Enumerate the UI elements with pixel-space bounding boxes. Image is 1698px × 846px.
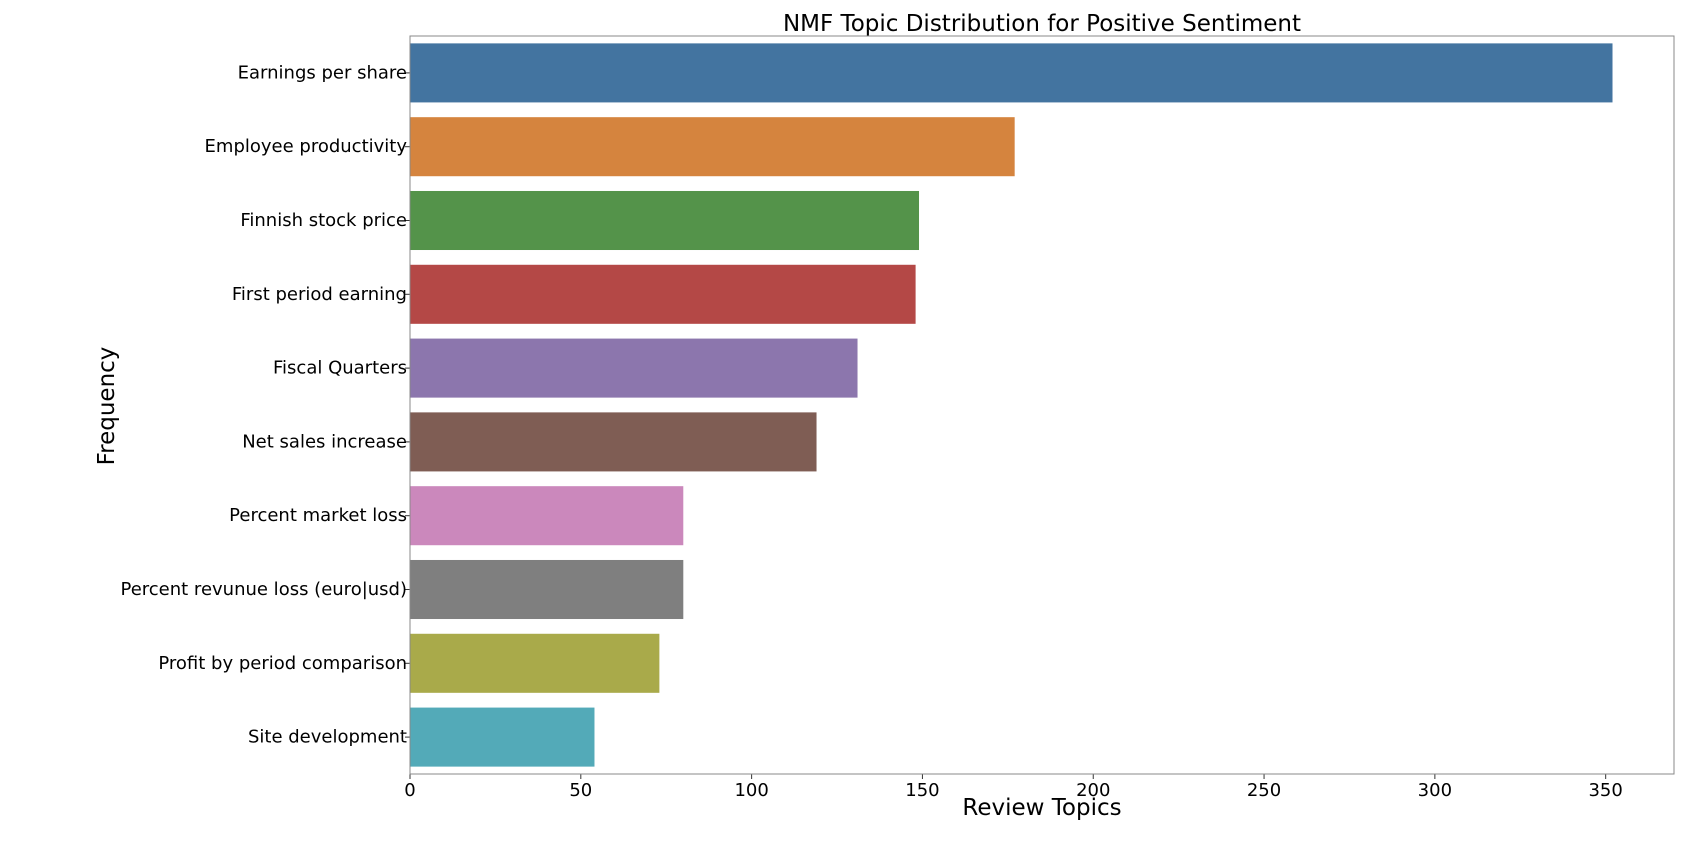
x-tick-label: 200 <box>1076 780 1110 801</box>
chart-title: NMF Topic Distribution for Positive Sent… <box>783 11 1301 37</box>
y-tick-label: Percent market loss <box>229 505 407 526</box>
plot-frame <box>409 35 1675 775</box>
bar <box>410 117 1015 177</box>
y-tick-label: Percent revunue loss (euro|usd) <box>120 579 407 600</box>
bar <box>410 264 916 324</box>
bar <box>410 338 858 398</box>
y-tick-label: Profit by period comparison <box>158 653 407 674</box>
y-tick-label: Net sales increase <box>242 431 407 452</box>
bar <box>410 412 817 472</box>
y-axis-label: Frequency <box>94 347 120 466</box>
x-tick-label: 50 <box>569 780 592 801</box>
x-tick-label: 100 <box>734 780 768 801</box>
bar <box>410 707 595 767</box>
x-tick-label: 0 <box>404 780 415 801</box>
y-tick-label: Site development <box>248 727 407 748</box>
x-tick-label: 250 <box>1247 780 1281 801</box>
y-tick-label: Fiscal Quarters <box>273 358 407 379</box>
bar <box>410 559 684 620</box>
x-axis-label: Review Topics <box>962 795 1121 821</box>
bar <box>410 486 684 546</box>
x-tick-label: 350 <box>1588 780 1622 801</box>
y-tick-label: Finnish stock price <box>240 210 407 231</box>
y-tick-label: Employee productivity <box>205 136 408 157</box>
x-tick-label: 150 <box>905 780 939 801</box>
x-tick-labels: 0 50 100 150 200 250 300 350 <box>404 774 1623 801</box>
bars-layer <box>410 43 1613 767</box>
y-tick-label: Earnings per share <box>238 62 407 83</box>
x-tick-label: 300 <box>1418 780 1452 801</box>
bar <box>410 633 660 693</box>
bar <box>410 43 1613 103</box>
y-tick-label: First period earning <box>232 284 407 305</box>
bar <box>410 190 920 251</box>
y-tick-labels: Earnings per share Employee productivity F… <box>120 62 410 748</box>
